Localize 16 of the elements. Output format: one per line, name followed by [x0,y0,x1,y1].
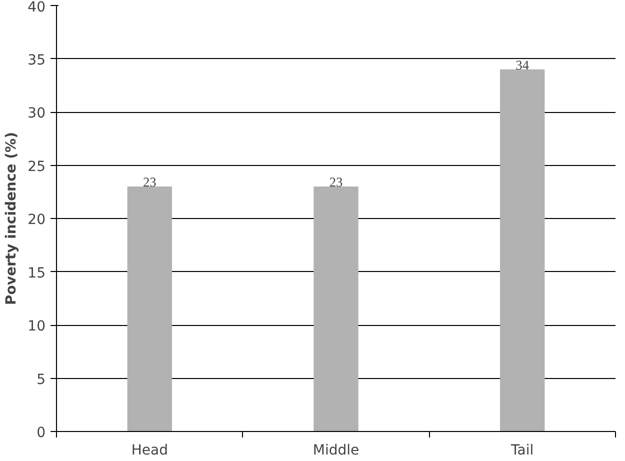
y-tick-label: 5 [36,372,46,388]
data-label: 23 [143,174,157,190]
x-tick-label: Tail [510,442,534,458]
y-tick-label: 10 [28,318,46,334]
y-tick-label: 40 [28,0,46,16]
y-tick-label: 30 [28,106,46,122]
y-tick-label: 20 [28,212,46,228]
data-label: 23 [329,174,343,190]
y-tick-label: 15 [28,265,46,282]
x-tick-label: Head [131,442,168,458]
x-tick-label: Middle [312,442,360,458]
y-tick-label: 35 [28,52,46,68]
y-axis-title: Poverty incidence (%) [4,132,20,305]
data-label: 34 [516,57,530,72]
y-tick-label: 25 [28,158,46,175]
y-tick-label: 0 [36,425,46,441]
